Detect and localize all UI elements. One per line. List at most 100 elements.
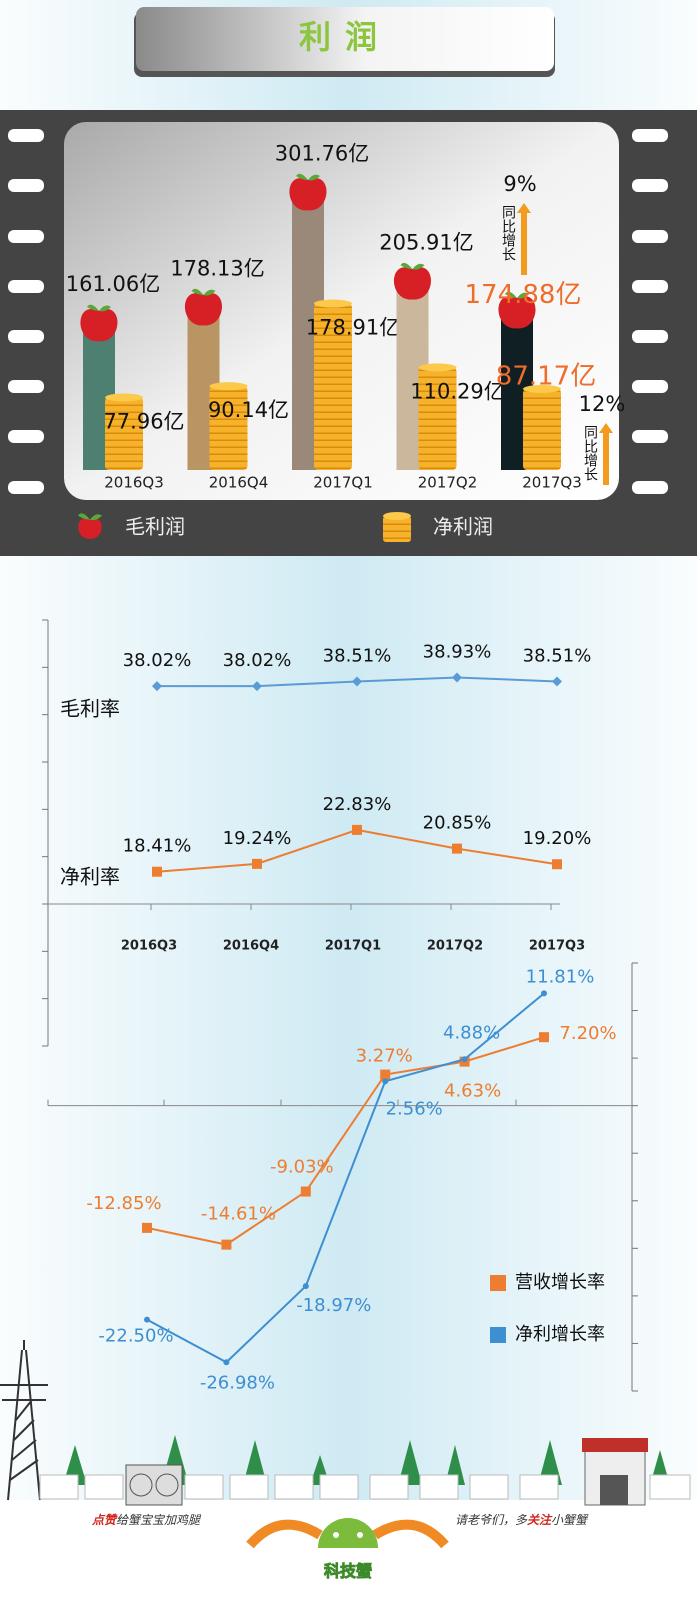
footer-right-text: 小蟹蟹 xyxy=(551,1513,589,1527)
apple-leaf xyxy=(191,288,216,296)
value-label: -18.97% xyxy=(296,1295,371,1316)
apple-leaf xyxy=(296,173,320,181)
value-label: 22.83% xyxy=(323,794,392,815)
x-tick-label: 2016Q3 xyxy=(104,474,164,492)
apple xyxy=(393,267,432,300)
point xyxy=(300,1186,311,1197)
net-value-label: 178.91亿 xyxy=(306,316,400,340)
apple xyxy=(184,293,223,326)
title: 利润 xyxy=(299,18,391,56)
fan-box xyxy=(125,1464,183,1506)
point xyxy=(152,681,162,692)
film-hole xyxy=(8,129,44,142)
coin-top xyxy=(314,299,352,308)
point xyxy=(452,843,462,854)
point xyxy=(302,1283,309,1290)
net-bar xyxy=(523,388,561,470)
house-roof xyxy=(582,1438,648,1452)
series-line xyxy=(146,992,545,1364)
gross-value-label: 205.91亿 xyxy=(379,230,473,254)
gross-value-label: 178.13亿 xyxy=(170,256,264,280)
annotation-label: 同比增长 xyxy=(582,425,598,481)
logo-head xyxy=(318,1518,378,1548)
film-hole xyxy=(632,380,668,393)
apple xyxy=(289,178,327,211)
series-line xyxy=(156,828,558,873)
net-value-label: 77.96亿 xyxy=(103,409,184,433)
ground xyxy=(0,1500,697,1604)
footer-left-text: 给蟹宝宝加鸡腿 xyxy=(116,1513,202,1527)
apple-leaf xyxy=(78,513,102,521)
film-hole xyxy=(632,481,668,494)
film-hole xyxy=(632,230,668,243)
value-label: 3.27% xyxy=(356,1046,413,1067)
value-label: 38.02% xyxy=(223,650,292,671)
film-hole xyxy=(632,430,668,443)
footer-right-text: 请老爷们，多 xyxy=(455,1513,528,1527)
bar-chart: 2016Q3 161.06亿 77.96亿 2016Q4 178.13亿 90.14亿 20… xyxy=(66,141,625,542)
film-hole xyxy=(8,380,44,393)
gross-value-label: 161.06亿 xyxy=(66,272,160,296)
footer-left-highlight: 点赞 xyxy=(91,1513,118,1527)
point xyxy=(539,1032,549,1043)
value-label: 11.81% xyxy=(526,966,595,987)
value-label: -9.03% xyxy=(270,1157,334,1178)
x-tick-label: 2017Q2 xyxy=(427,939,483,954)
point xyxy=(552,859,562,870)
value-label: 19.24% xyxy=(223,828,292,849)
value-label: 18.41% xyxy=(123,836,192,857)
film-hole xyxy=(8,330,44,343)
point xyxy=(541,990,547,997)
gross-value-label: 174.88亿 xyxy=(465,280,582,310)
banner xyxy=(136,7,554,71)
value-label: 4.63% xyxy=(444,1081,501,1102)
point xyxy=(142,1222,152,1233)
film-hole xyxy=(8,280,44,293)
value-label: 38.51% xyxy=(323,645,392,666)
legend-label: 净利润 xyxy=(433,515,493,539)
point xyxy=(144,1316,150,1323)
fan xyxy=(155,1473,179,1497)
fan xyxy=(129,1473,153,1497)
annotation-label: 同比增长 xyxy=(500,205,516,261)
x-tick-label: 2017Q1 xyxy=(313,474,373,492)
coin-top xyxy=(105,393,143,402)
footer-right-highlight: 关注 xyxy=(527,1513,553,1527)
series-label: 毛利率 xyxy=(60,697,120,721)
film-hole xyxy=(8,179,44,192)
annotation-arrow xyxy=(599,423,613,485)
coin-top xyxy=(523,384,561,393)
value-label: -22.50% xyxy=(98,1326,173,1347)
point xyxy=(152,866,162,877)
film-hole xyxy=(632,179,668,192)
legend-swatch xyxy=(490,1327,506,1343)
point xyxy=(382,1078,389,1085)
x-tick-label: 2016Q4 xyxy=(223,939,279,954)
apple xyxy=(80,308,118,342)
point xyxy=(452,672,462,683)
x-tick-label: 2017Q2 xyxy=(418,474,478,492)
coin-top xyxy=(418,363,457,372)
series-label: 净利率 xyxy=(60,865,120,889)
film-hole xyxy=(8,481,44,494)
apple-leaf xyxy=(400,262,425,270)
value-label: 38.51% xyxy=(523,645,592,666)
point xyxy=(252,858,262,869)
trees xyxy=(63,1435,670,1485)
x-tick-label: 2016Q3 xyxy=(121,939,177,954)
apple xyxy=(78,518,102,539)
net-bar xyxy=(418,367,457,470)
coin-top xyxy=(209,382,248,391)
logo-eye xyxy=(357,1532,363,1538)
point xyxy=(252,681,262,692)
value-label: 19.20% xyxy=(523,828,592,849)
growth-chart: -12.85% -14.61% -9.03% 3.27% 4.63% 7.20% 营收增长率… xyxy=(47,962,638,1393)
value-label: -26.98% xyxy=(200,1372,275,1393)
legend-label: 净利增长率 xyxy=(515,1324,605,1345)
point xyxy=(352,676,362,687)
legend-label: 毛利润 xyxy=(125,515,185,539)
net-bar xyxy=(105,397,143,470)
legend-label: 营收增长率 xyxy=(515,1272,605,1293)
